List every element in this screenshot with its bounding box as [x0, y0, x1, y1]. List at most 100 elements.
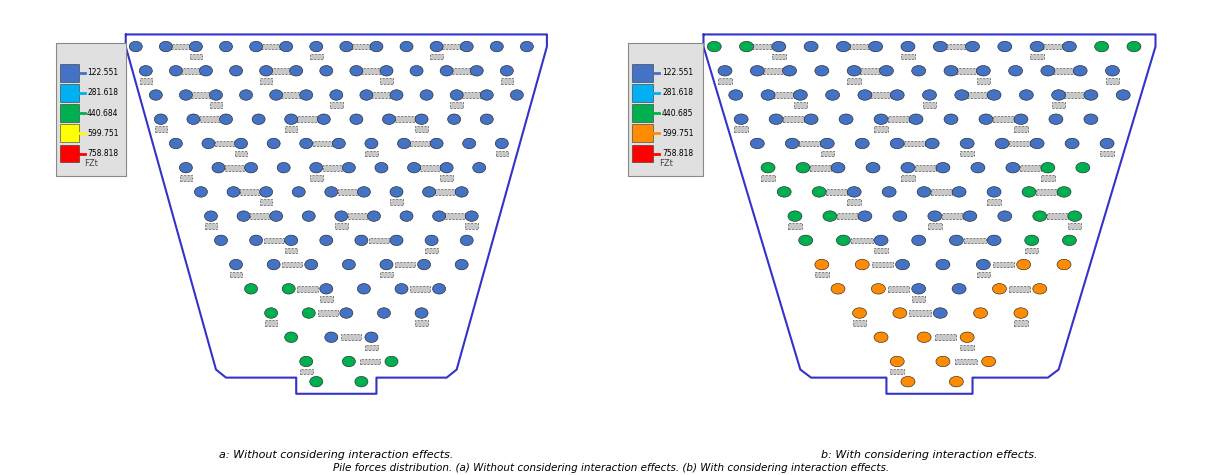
Circle shape [364, 332, 378, 342]
Circle shape [882, 187, 896, 197]
Circle shape [951, 187, 966, 197]
Circle shape [1009, 66, 1022, 76]
Circle shape [325, 332, 338, 342]
Circle shape [982, 356, 996, 367]
Bar [931, 189, 953, 195]
Circle shape [911, 235, 926, 246]
Circle shape [285, 235, 297, 246]
Circle shape [750, 66, 764, 76]
Bar [442, 44, 462, 49]
Bar [209, 102, 223, 108]
Circle shape [285, 332, 297, 342]
Bar [1009, 286, 1030, 292]
Circle shape [1030, 138, 1044, 149]
Text: Pile forces distribution. (a) Without considering interaction effects. (b) With : Pile forces distribution. (a) Without co… [334, 463, 889, 473]
Circle shape [481, 90, 493, 100]
Bar [285, 247, 297, 253]
Circle shape [976, 66, 991, 76]
Bar [366, 151, 378, 156]
Bar [450, 102, 464, 108]
Bar [500, 78, 514, 84]
Bar [915, 165, 937, 171]
Circle shape [839, 114, 854, 124]
Circle shape [740, 41, 753, 52]
Circle shape [1117, 90, 1130, 100]
Circle shape [901, 41, 915, 52]
Circle shape [874, 235, 888, 246]
Circle shape [1005, 162, 1020, 173]
Text: 599.751: 599.751 [662, 129, 693, 138]
Bar [837, 213, 859, 219]
Circle shape [1076, 162, 1090, 173]
Circle shape [410, 66, 423, 76]
Circle shape [470, 66, 483, 76]
Circle shape [1032, 284, 1047, 294]
Bar [380, 272, 393, 277]
Circle shape [230, 66, 242, 76]
Circle shape [1106, 66, 1119, 76]
Circle shape [357, 187, 371, 197]
Circle shape [928, 211, 942, 221]
Circle shape [473, 162, 486, 173]
Circle shape [1063, 235, 1076, 246]
Circle shape [823, 211, 837, 221]
Circle shape [417, 259, 430, 270]
Circle shape [1049, 114, 1063, 124]
Circle shape [911, 284, 926, 294]
Circle shape [209, 90, 223, 100]
Circle shape [1032, 211, 1047, 221]
Bar [851, 238, 873, 243]
Circle shape [987, 235, 1002, 246]
Circle shape [1057, 187, 1071, 197]
Circle shape [1063, 41, 1076, 52]
Circle shape [866, 162, 881, 173]
Circle shape [1065, 138, 1079, 149]
Bar [60, 145, 78, 162]
Circle shape [1014, 308, 1029, 318]
Bar [323, 165, 342, 171]
Circle shape [350, 66, 363, 76]
Circle shape [219, 41, 232, 52]
Bar [923, 102, 937, 108]
Circle shape [750, 138, 764, 149]
Circle shape [936, 162, 950, 173]
Bar [762, 175, 775, 180]
Circle shape [319, 284, 333, 294]
Bar [265, 320, 278, 326]
Circle shape [199, 66, 213, 76]
Text: 440.685: 440.685 [662, 109, 693, 118]
Bar [752, 44, 773, 49]
Circle shape [433, 284, 445, 294]
Bar [632, 145, 653, 162]
Circle shape [360, 90, 373, 100]
Circle shape [895, 259, 910, 270]
Bar [191, 92, 212, 98]
Bar [773, 92, 795, 98]
Text: 281.618: 281.618 [87, 88, 119, 97]
Circle shape [788, 211, 802, 221]
Circle shape [269, 90, 283, 100]
Circle shape [944, 66, 958, 76]
Circle shape [390, 235, 404, 246]
Circle shape [874, 332, 888, 342]
Bar [934, 334, 956, 340]
Circle shape [340, 41, 353, 52]
Circle shape [761, 90, 775, 100]
Circle shape [159, 41, 172, 52]
Circle shape [317, 114, 330, 124]
Circle shape [240, 90, 253, 100]
Circle shape [901, 376, 915, 387]
Circle shape [1041, 66, 1055, 76]
Bar [789, 223, 802, 229]
Circle shape [855, 138, 870, 149]
Circle shape [340, 308, 353, 318]
Bar [240, 189, 259, 195]
Circle shape [285, 114, 297, 124]
Circle shape [1025, 235, 1038, 246]
Circle shape [335, 211, 347, 221]
Circle shape [214, 235, 227, 246]
Circle shape [169, 66, 182, 76]
Circle shape [194, 187, 208, 197]
Circle shape [729, 90, 742, 100]
Bar [362, 68, 382, 74]
